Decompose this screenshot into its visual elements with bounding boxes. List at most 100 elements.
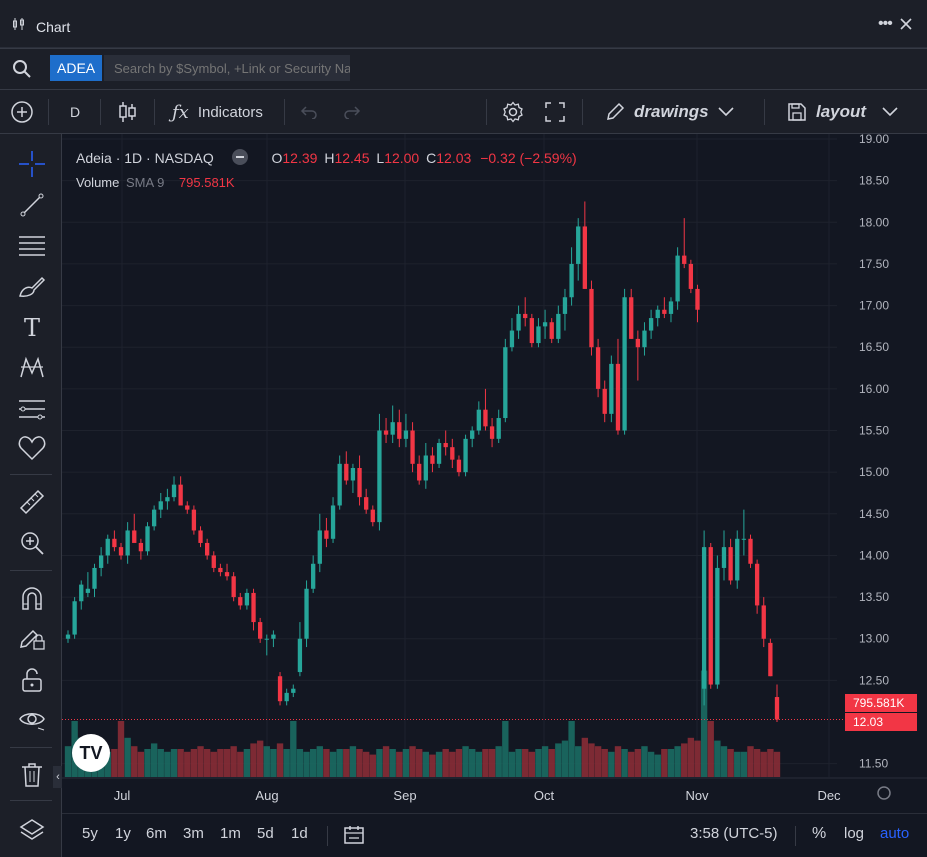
range-5d[interactable]: 5d [257, 825, 274, 842]
collapse-sidebar-icon[interactable]: ‹ [53, 766, 63, 788]
symbol-title[interactable]: Adeia · 1D · NASDAQ [76, 150, 214, 166]
candle-body [317, 530, 322, 564]
candle-body [768, 642, 773, 677]
add-symbol-button[interactable] [10, 90, 34, 134]
symbol-search-bar: ADEA [0, 48, 927, 90]
volume-bar [647, 751, 655, 777]
volume-bar [488, 749, 496, 777]
low-value: 12.00 [384, 150, 420, 166]
volume-bar [369, 754, 376, 777]
candle-body [602, 388, 607, 414]
volume-bar [329, 751, 337, 777]
axis-settings-icon[interactable] [877, 786, 891, 800]
window-title: Chart [36, 19, 71, 35]
favorites-tool[interactable] [16, 432, 48, 464]
zoom-tool[interactable] [16, 527, 48, 559]
last-price-tag: 12.03 [845, 713, 917, 731]
candle-body [297, 638, 303, 673]
volume-bar [435, 751, 443, 777]
volume-bar [117, 721, 125, 777]
volume-bar [654, 754, 661, 777]
tradingview-logo[interactable]: TV [72, 734, 110, 772]
calendar-range-icon[interactable] [344, 825, 366, 845]
volume-bar [753, 749, 761, 777]
candle-body [549, 322, 554, 339]
price-axis-label: 18.50 [859, 174, 889, 188]
volume-bar [303, 751, 310, 777]
layout-dropdown[interactable]: layout [788, 90, 898, 134]
tools-divider [10, 570, 52, 571]
candle-body [595, 347, 601, 389]
candle-body [337, 463, 342, 506]
magnet-tool[interactable] [16, 582, 48, 614]
interval-button[interactable]: D [70, 104, 81, 120]
volume-price-tag: 795.581K [845, 694, 917, 712]
search-input[interactable] [104, 55, 350, 81]
range-3m[interactable]: 3m [183, 825, 204, 842]
trend-line-tool[interactable] [16, 189, 48, 221]
ruler-tool[interactable] [16, 486, 48, 518]
redo-button[interactable] [343, 90, 361, 134]
symbol-badge[interactable]: ADEA [50, 55, 103, 81]
candle-body [277, 676, 283, 702]
remove-drawings-tool[interactable] [16, 759, 48, 791]
hide-drawings-tool[interactable] [16, 704, 48, 736]
crosshair-tool[interactable] [16, 148, 48, 180]
price-chart[interactable]: 19.00 18.50 18.00 17.50 17.00 16.50 16.00 15.50… [62, 134, 927, 814]
hide-series-icon[interactable] [231, 149, 248, 166]
brush-tool[interactable] [16, 271, 48, 303]
candle-body [370, 509, 375, 523]
volume-bar [343, 749, 350, 777]
time-axis-label: Dec [817, 788, 841, 803]
fullscreen-button[interactable] [545, 90, 565, 134]
drawings-dropdown[interactable]: drawings [605, 90, 734, 134]
trash-icon [22, 763, 42, 787]
log-toggle[interactable]: log [844, 825, 865, 842]
candle-body [735, 538, 740, 581]
volume-bar [270, 749, 277, 777]
search-icon[interactable] [12, 59, 32, 79]
more-options-icon[interactable]: ••• [878, 15, 893, 32]
volume-bar [528, 751, 536, 777]
indicators-button[interactable]: ƒx Indicators [172, 90, 263, 134]
chart-type-button[interactable] [118, 90, 138, 134]
prediction-tool[interactable] [16, 393, 48, 425]
auto-toggle[interactable]: auto [880, 825, 910, 842]
range-6m[interactable]: 6m [146, 825, 167, 842]
range-1m[interactable]: 1m [220, 825, 241, 842]
candle-body [774, 697, 780, 720]
fib-tool[interactable] [16, 230, 48, 262]
candle-body [231, 576, 236, 598]
settings-button[interactable] [502, 90, 524, 134]
pattern-tool[interactable] [16, 352, 48, 384]
chart-pane[interactable]: 19.00 18.50 18.00 17.50 17.00 16.50 16.00 15.50… [62, 134, 927, 814]
lock-open-icon [22, 668, 42, 692]
candle-body [324, 530, 329, 539]
lock-tool[interactable] [16, 664, 48, 696]
close-icon[interactable] [900, 18, 912, 30]
volume-value: 795.581K [178, 175, 235, 190]
object-tree-tool[interactable] [16, 814, 48, 846]
indicators-label: Indicators [197, 103, 263, 121]
candle-body [171, 484, 177, 498]
candle-body [125, 530, 130, 556]
volume-bar [217, 749, 224, 777]
candle-body [191, 509, 197, 531]
candle-body [463, 438, 468, 473]
chevron-down-icon [882, 107, 898, 117]
timezone-clock[interactable]: 3:58 (UTC-5) [690, 825, 778, 842]
candle-body [138, 542, 144, 552]
text-tool[interactable]: T [16, 312, 48, 344]
undo-button[interactable] [300, 90, 318, 134]
crosshair-icon [19, 151, 45, 177]
range-1d[interactable]: 1d [291, 825, 308, 842]
range-1y[interactable]: 1y [115, 825, 131, 842]
volume-bar [568, 721, 575, 777]
volume-bar [773, 751, 781, 777]
range-5y[interactable]: 5y [82, 825, 98, 842]
lock-drawings-tool[interactable] [16, 622, 48, 654]
drawing-tools-sidebar: T [0, 134, 63, 857]
candle-body [668, 301, 674, 314]
candle-body [443, 443, 448, 448]
percent-toggle[interactable]: % [812, 825, 827, 842]
